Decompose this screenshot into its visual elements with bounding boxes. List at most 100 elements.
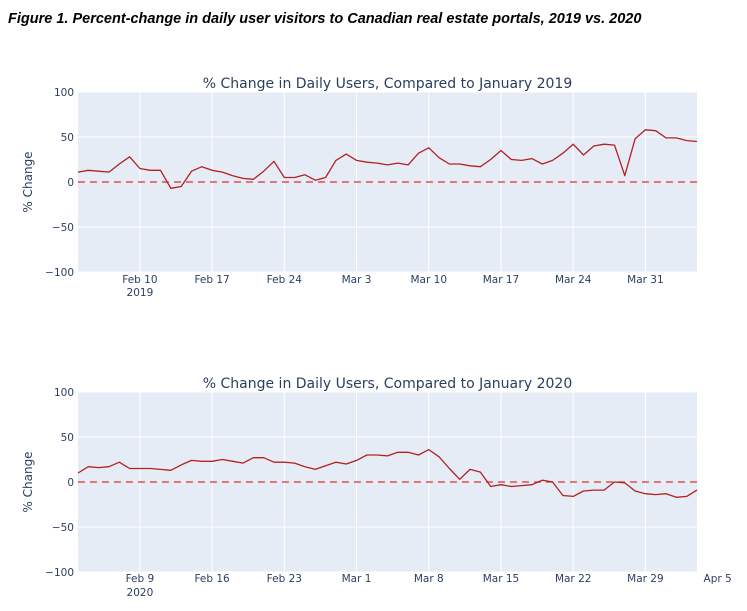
data-point bbox=[675, 496, 678, 499]
data-point bbox=[613, 481, 616, 484]
data-point bbox=[200, 165, 203, 168]
series-line bbox=[77, 129, 698, 189]
data-point bbox=[314, 468, 317, 471]
data-point bbox=[448, 163, 451, 166]
data-point bbox=[334, 159, 337, 162]
data-point bbox=[685, 139, 688, 142]
data-point bbox=[541, 479, 544, 482]
data-point bbox=[211, 460, 214, 463]
x-tick-label: Feb 23 bbox=[267, 573, 302, 585]
data-point bbox=[87, 465, 90, 468]
x-tick-label: Mar 15 bbox=[483, 573, 520, 585]
x-tick-label: Feb 9 bbox=[126, 573, 155, 585]
data-point bbox=[417, 152, 420, 155]
data-point bbox=[252, 178, 255, 181]
data-point bbox=[283, 461, 286, 464]
y-axis-label: % Change bbox=[21, 151, 35, 212]
data-point bbox=[458, 163, 461, 166]
data-point bbox=[242, 177, 245, 180]
y-tick-label: −50 bbox=[52, 222, 74, 234]
data-point bbox=[138, 467, 141, 470]
data-point bbox=[417, 454, 420, 457]
x-year-label: 2020 bbox=[127, 587, 154, 599]
data-point bbox=[128, 155, 131, 158]
data-point bbox=[365, 161, 368, 164]
data-point bbox=[293, 176, 296, 179]
data-point bbox=[262, 170, 265, 173]
y-tick-label: 100 bbox=[54, 87, 74, 99]
data-point bbox=[200, 460, 203, 463]
x-tick-label: Mar 3 bbox=[342, 274, 372, 286]
data-point bbox=[582, 154, 585, 157]
x-tick-label: Mar 22 bbox=[555, 573, 592, 585]
x-tick-label: Mar 10 bbox=[411, 274, 448, 286]
data-point bbox=[530, 483, 533, 486]
data-point bbox=[386, 454, 389, 457]
data-point bbox=[438, 455, 441, 458]
x-tick-label: Feb 16 bbox=[194, 573, 230, 585]
data-point bbox=[479, 471, 482, 474]
data-point bbox=[345, 153, 348, 156]
x-tick-label: Mar 24 bbox=[555, 274, 592, 286]
data-point bbox=[273, 160, 276, 163]
data-point bbox=[407, 163, 410, 166]
y-tick-label: 100 bbox=[54, 387, 74, 399]
data-point bbox=[685, 495, 688, 498]
data-point bbox=[613, 144, 616, 147]
x-tick-label: Mar 17 bbox=[483, 274, 520, 286]
data-point bbox=[211, 169, 214, 172]
x-tick-label: Mar 8 bbox=[414, 573, 444, 585]
data-point bbox=[324, 464, 327, 467]
data-point bbox=[169, 469, 172, 472]
data-point bbox=[634, 137, 637, 140]
plot-area bbox=[78, 92, 697, 272]
data-point bbox=[345, 463, 348, 466]
data-point bbox=[675, 136, 678, 139]
data-point bbox=[469, 164, 472, 167]
y-axis-label: % Change bbox=[21, 451, 35, 512]
data-point bbox=[696, 489, 699, 492]
data-point bbox=[510, 158, 513, 161]
data-point bbox=[169, 187, 172, 190]
data-point bbox=[500, 483, 503, 486]
chart-panel-2: 100 50 0 −50 −100 Feb 9 2020 Feb 16 Feb 23 Mar 1 M… bbox=[21, 376, 732, 599]
data-point bbox=[407, 451, 410, 454]
data-point bbox=[396, 162, 399, 165]
data-point bbox=[561, 494, 564, 497]
data-point bbox=[304, 465, 307, 468]
data-point bbox=[128, 467, 131, 470]
chart-title: % Change in Daily Users, Compared to Jan… bbox=[203, 376, 573, 392]
y-tick-label: 50 bbox=[61, 432, 74, 444]
data-point bbox=[427, 146, 430, 149]
data-point bbox=[479, 165, 482, 168]
plot-area bbox=[78, 392, 697, 572]
y-tick-label: −100 bbox=[45, 267, 74, 279]
data-point bbox=[221, 171, 224, 174]
data-point bbox=[541, 163, 544, 166]
data-point bbox=[221, 458, 224, 461]
data-point bbox=[592, 145, 595, 148]
chart-title: % Change in Daily Users, Compared to Jan… bbox=[203, 76, 573, 92]
data-point bbox=[273, 461, 276, 464]
x-tick-label: Feb 10 bbox=[122, 274, 157, 286]
x-tick-label: Feb 24 bbox=[267, 274, 303, 286]
data-point bbox=[489, 158, 492, 161]
data-point bbox=[355, 159, 358, 162]
data-point bbox=[396, 451, 399, 454]
data-point bbox=[603, 143, 606, 146]
data-point bbox=[242, 462, 245, 465]
data-point bbox=[231, 174, 234, 177]
data-point bbox=[376, 454, 379, 457]
data-point bbox=[77, 171, 80, 174]
data-point bbox=[87, 169, 90, 172]
y-tick-label: 50 bbox=[61, 132, 74, 144]
data-point bbox=[190, 459, 193, 462]
data-point bbox=[118, 163, 121, 166]
data-point bbox=[386, 163, 389, 166]
data-point bbox=[334, 461, 337, 464]
data-point bbox=[190, 170, 193, 173]
x-tick-label: Mar 29 bbox=[627, 573, 664, 585]
data-point bbox=[654, 129, 657, 132]
data-point bbox=[97, 466, 100, 469]
data-point bbox=[231, 460, 234, 463]
